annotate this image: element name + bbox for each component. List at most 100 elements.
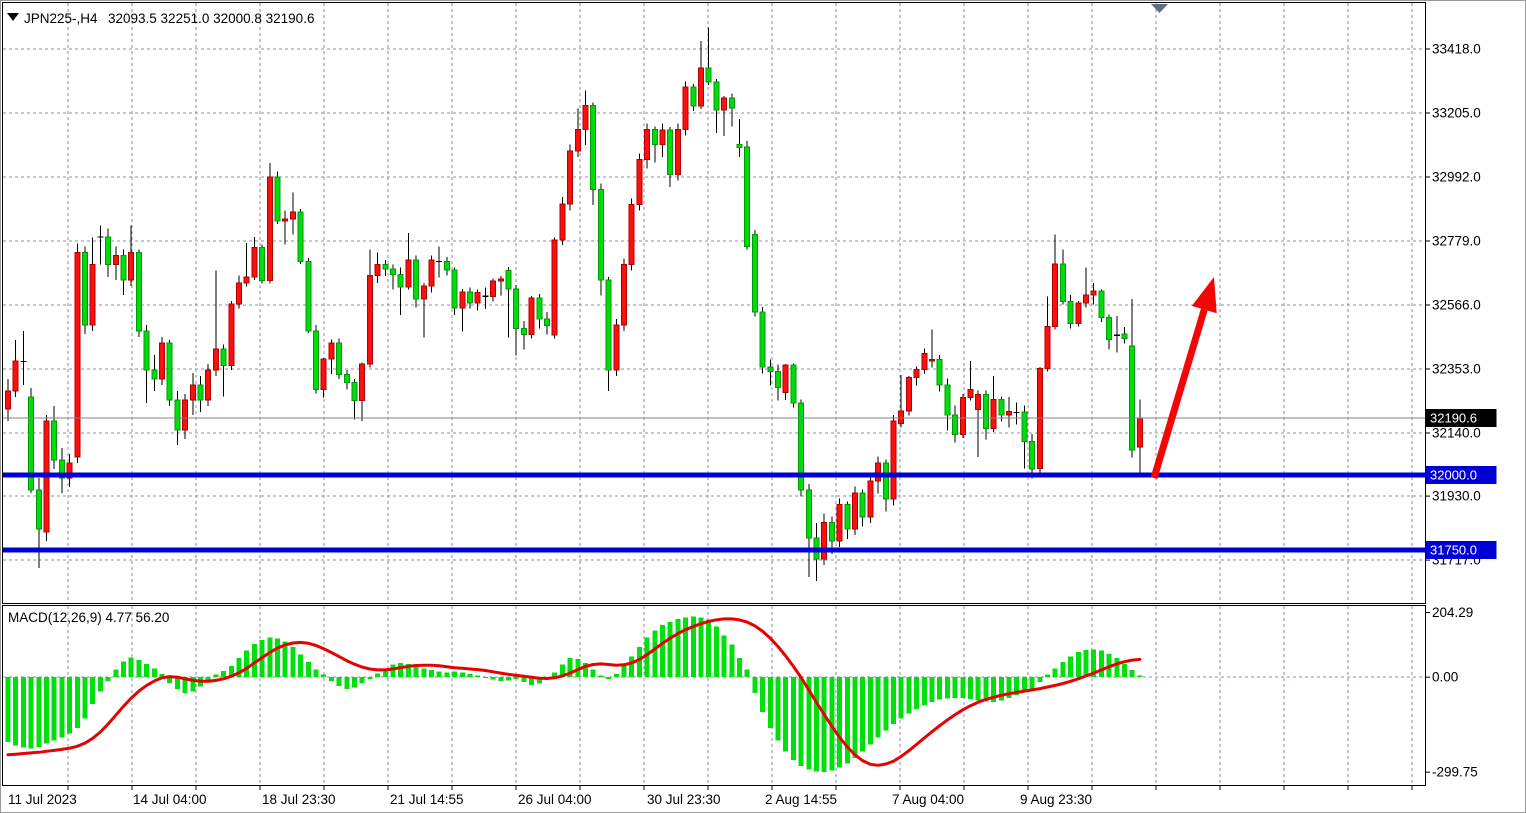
macd-histogram-bar (706, 619, 712, 678)
candle-bullish (359, 363, 366, 402)
price-tags: 32000.0 31750.0 32190.6 (1425, 409, 1497, 559)
candle-bearish (382, 264, 389, 270)
macd-histogram-bar (475, 675, 481, 678)
candle-bearish (705, 67, 712, 83)
macd-histogram-bar (328, 677, 334, 682)
macd-histogram-bar (405, 663, 411, 678)
macd-histogram-bar (167, 677, 173, 683)
macd-histogram-bar (652, 630, 658, 678)
chart-title-ohlc: 32093.5 32251.0 32000.8 32190.6 (108, 11, 314, 26)
trend-arrow-object[interactable] (1150, 277, 1217, 480)
macd-histogram-bar (752, 677, 758, 694)
candle-bearish (505, 270, 512, 290)
candle-bullish (243, 276, 250, 284)
candle-bullish (497, 278, 504, 282)
macd-histogram-bar (1129, 670, 1135, 678)
macd-histogram-bar (698, 617, 704, 678)
candle-bearish (1059, 263, 1066, 302)
support-level-lines[interactable] (3, 472, 1425, 553)
macd-histogram-bar (1021, 677, 1027, 692)
macd-histogram-bar (182, 677, 188, 694)
candle-bearish (667, 129, 674, 176)
macd-histogram-bar (513, 677, 519, 679)
macd-histogram-bar (806, 677, 812, 770)
candle-bullish (236, 282, 242, 305)
macd-histogram-bar (144, 663, 150, 678)
current-price-tag-label: 32190.6 (1430, 411, 1477, 426)
candle-bearish (790, 364, 797, 404)
candle-bullish (913, 368, 920, 378)
macd-histogram-bar (644, 637, 650, 678)
candle-bullish (328, 342, 335, 360)
candle-bearish (343, 373, 350, 384)
macd-histogram-bar (983, 677, 989, 702)
macd-histogram-bar (159, 674, 165, 678)
candle-bullish (89, 264, 96, 326)
macd-histogram-bar (228, 666, 234, 678)
candle-bullish (282, 218, 289, 222)
candle-bullish (674, 129, 681, 176)
candle-bullish (682, 86, 689, 131)
candle-bullish (698, 67, 704, 107)
candle-bearish (828, 522, 835, 542)
candle-bearish (805, 489, 812, 539)
macd-histogram-bar (506, 677, 511, 681)
candle-bullish (212, 348, 219, 371)
dropdown-triangle-icon[interactable] (7, 13, 19, 21)
macd-histogram-bar (267, 637, 273, 678)
candle-bearish (1129, 345, 1136, 451)
macd-histogram-bar (737, 658, 742, 678)
macd-histogram-bar (1045, 674, 1050, 678)
candle-bearish (390, 268, 396, 275)
candle-bearish (952, 414, 959, 436)
candle-bullish (251, 246, 258, 278)
price-tick-label: 32566.0 (1432, 298, 1481, 313)
macd-histogram-bar (729, 644, 735, 678)
macd-histogram-bar (744, 669, 750, 678)
candle-bearish (513, 288, 520, 329)
macd-histogram-bar (467, 674, 473, 678)
candle-bullish (875, 462, 882, 482)
price-tick-label: 33418.0 (1432, 42, 1481, 57)
macd-histogram-bar (883, 677, 889, 731)
macd-histogram-bar (598, 675, 604, 678)
macd-histogram-bar (891, 677, 896, 725)
time-axis-label: 30 Jul 23:30 (647, 792, 721, 807)
macd-histogram-bar (359, 677, 365, 683)
macd-histogram-bar (67, 677, 73, 734)
macd-histogram-bar (344, 677, 350, 690)
candle-bullish (289, 211, 296, 220)
candle-bearish (174, 399, 181, 431)
trend-arrow-shaft[interactable] (1150, 308, 1208, 480)
candle-bullish (628, 204, 635, 266)
candle-bearish (105, 236, 112, 266)
trend-arrow-head[interactable] (1191, 277, 1217, 314)
candle-bearish (397, 273, 404, 288)
time-axis-label: 7 Aug 04:00 (892, 792, 964, 807)
macd-histogram-bar (398, 662, 404, 678)
candle-bearish (728, 97, 735, 109)
macd-histogram-bar (90, 677, 96, 705)
macd-histogram-bar (44, 677, 49, 744)
time-axis-label: 9 Aug 23:30 (1020, 792, 1092, 807)
candle-bullish (967, 388, 974, 399)
chart-shift-icon[interactable] (1151, 4, 1168, 13)
macd-histogram-bar (929, 677, 935, 702)
candle-bullish (1036, 367, 1043, 469)
macd-histogram-bar (1137, 675, 1143, 678)
macd-histogram-bar (28, 677, 34, 749)
macd-histogram-bar (498, 677, 504, 682)
candle-bullish (366, 274, 373, 365)
axis-labels-layer[interactable]: 33418.0 33205.0 32992.0 32779.0 32566.0 32353… (8, 42, 1481, 808)
macd-histogram-bar (991, 677, 997, 702)
time-axis-label: 26 Jul 04:00 (518, 792, 592, 807)
macd-histogram-bar (975, 677, 981, 701)
candle-bullish (659, 129, 666, 146)
candle-bullish (867, 480, 874, 518)
macd-histogram-bar (521, 677, 527, 682)
macd-histogram-bar (221, 670, 227, 678)
macd-axis-max: 204.29 (1432, 605, 1473, 620)
macd-histogram-bar (36, 677, 42, 747)
macd-histogram-bar (767, 677, 773, 728)
macd-histogram-bar (1068, 656, 1074, 678)
